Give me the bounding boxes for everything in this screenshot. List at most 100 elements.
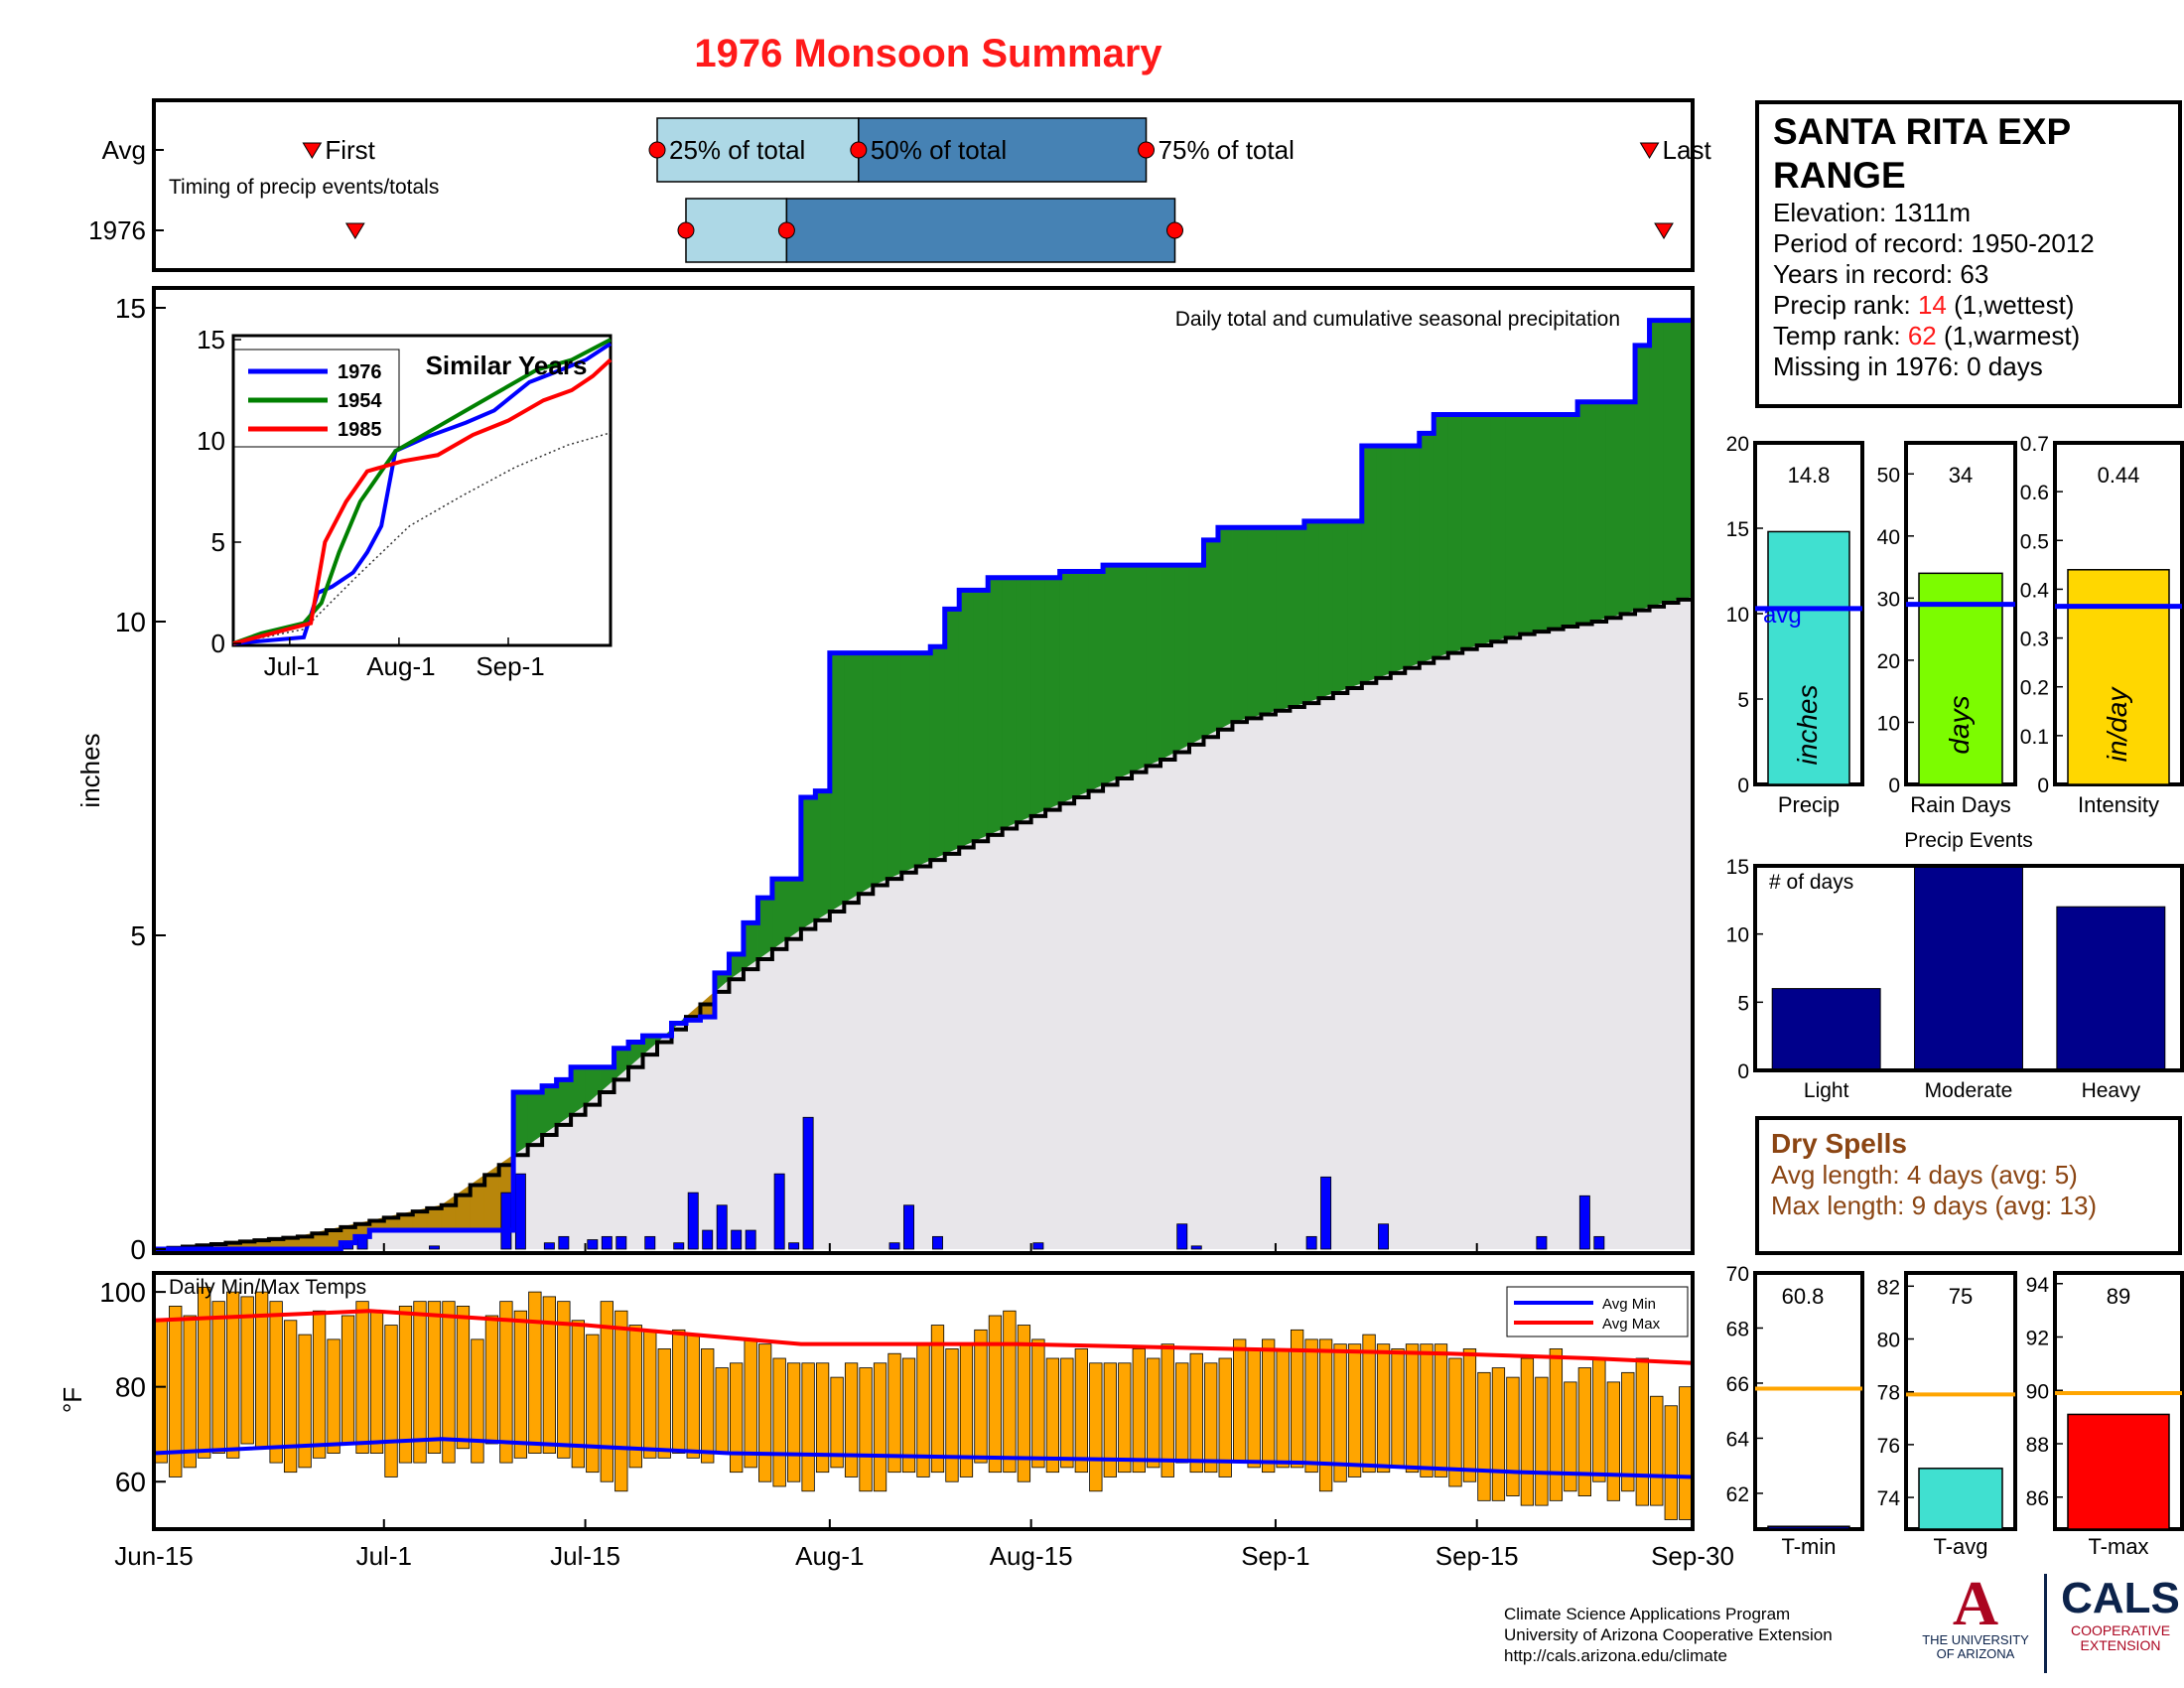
precip-panel-annotation: Daily total and cumulative seasonal prec… (1175, 308, 1620, 331)
daily-temp-bar (427, 1301, 442, 1454)
cals-logo-text: CALS (2061, 1574, 2180, 1622)
temp-summary-bar-T-max (2067, 1413, 2170, 1530)
cumulative-diff-segment (1419, 433, 1434, 664)
temp-summary-y-tick-label: 80 (1877, 1329, 1900, 1351)
x-axis-tick-label: Aug-1 (795, 1541, 864, 1571)
temp-summary-y-tick-label: 86 (2026, 1487, 2049, 1510)
summary-avg-label: avg (1763, 602, 1802, 629)
summary-bar-Precip (1767, 530, 1850, 785)
temp-legend-box (1506, 1286, 1689, 1337)
x-axis-tick-label: Sep-1 (1241, 1541, 1309, 1571)
cumulative-diff-segment (887, 652, 902, 880)
cumulative-diff-segment (1404, 445, 1421, 669)
daily-temp-bar (1535, 1376, 1549, 1506)
timeline-year-last-triangle (1654, 222, 1674, 239)
daily-precip-bar (716, 1204, 728, 1250)
daily-temp-bar (1304, 1338, 1318, 1474)
daily-temp-bar (1089, 1362, 1103, 1492)
summary-value-label-Intensity: 0.44 (2098, 463, 2140, 488)
temp-summary-y-tick-label: 78 (1877, 1382, 1900, 1405)
daily-temp-bar (442, 1301, 456, 1464)
daily-temp-bar (1549, 1348, 1564, 1501)
daily-temp-bar (1189, 1352, 1203, 1474)
cumulative-diff-segment (958, 590, 975, 848)
daily-temp-bar (1376, 1343, 1391, 1474)
daily-precip-bar (1176, 1223, 1188, 1250)
temp-summary-y-tick-label: 88 (2026, 1434, 2049, 1457)
temp-summary-bar-T-avg (1918, 1468, 2003, 1530)
temp-summary-bar-T-min (1767, 1525, 1850, 1530)
precip-y-tick-label: 10 (115, 607, 146, 637)
daily-precip-bar (731, 1229, 743, 1250)
cumulative-diff-segment (1490, 414, 1506, 642)
temp-panel-title: Daily Min/Max Temps (169, 1276, 366, 1299)
events-y-tick-label: 10 (1726, 924, 1749, 947)
footer-credits: Climate Science Applications Program Uni… (1504, 1604, 1833, 1666)
daily-temp-bar (844, 1362, 859, 1477)
cumulative-diff-segment (1390, 445, 1406, 674)
temp-summary-name-T-max: T-max (2088, 1534, 2148, 1559)
daily-precip-bar (745, 1229, 756, 1250)
daily-temp-bar (169, 1306, 183, 1477)
daily-temp-bar (1362, 1334, 1376, 1474)
cumulative-diff-segment (1117, 564, 1133, 779)
daily-temp-bar (456, 1306, 471, 1450)
cumulative-diff-segment (1217, 526, 1233, 731)
daily-temp-bar (945, 1348, 959, 1482)
daily-temp-bar (1074, 1348, 1088, 1474)
chart-title: 1976 Monsoon Summary (694, 32, 1162, 75)
daily-temp-bar (701, 1348, 715, 1464)
dry-spells-max: Max length: 9 days (avg: 13) (1771, 1191, 2098, 1220)
x-axis-tick-label: Sep-15 (1435, 1541, 1519, 1571)
daily-precip-bar (644, 1235, 656, 1250)
daily-temp-bar (758, 1343, 772, 1482)
daily-temp-bar (1621, 1371, 1635, 1492)
timeline-avg-q25-marker (648, 141, 666, 159)
cumulative-avg-area (154, 596, 1693, 1249)
daily-temp-bar (198, 1286, 211, 1459)
cumulative-diff-segment (1576, 401, 1592, 625)
daily-temp-bar (1606, 1381, 1620, 1501)
daily-precip-bar (1536, 1235, 1548, 1250)
daily-temp-bar (557, 1301, 571, 1459)
cumulative-diff-segment (1548, 414, 1564, 630)
temp-summary-frame-T-min (1753, 1271, 1864, 1531)
daily-temp-bar (183, 1315, 197, 1469)
temp-summary-name-T-avg: T-avg (1933, 1534, 1987, 1559)
cumulative-diff-segment (1030, 577, 1046, 817)
cumulative-diff-segment (1534, 414, 1550, 633)
x-axis-tick-label: Jul-1 (356, 1541, 412, 1571)
daily-precip-bar (1378, 1223, 1390, 1250)
cumulative-diff-segment (1102, 564, 1118, 785)
daily-temp-bar (974, 1329, 988, 1464)
daily-temp-bar (1175, 1362, 1189, 1464)
cumulative-diff-segment (872, 652, 888, 886)
cumulative-diff-segment (1246, 526, 1262, 719)
daily-precip-bar (888, 1242, 900, 1250)
daily-temp-bar (801, 1362, 815, 1492)
daily-precip-bar (587, 1239, 599, 1250)
daily-precip-bar (788, 1242, 800, 1250)
daily-temp-bar (1045, 1357, 1060, 1474)
cumulative-diff-segment (1347, 520, 1363, 689)
daily-precip-bar (1320, 1176, 1332, 1250)
cumulative-diff-segment (1332, 520, 1348, 694)
dry-spells-title: Dry Spells (1771, 1128, 1907, 1159)
footer-line-2: University of Arizona Cooperative Extens… (1504, 1625, 1833, 1644)
daily-precip-bar (1305, 1235, 1317, 1250)
timeline-row-label-avg: Avg (102, 135, 146, 165)
summary-y-tick-label: 10 (1877, 712, 1900, 735)
timeline-year-q25-marker (677, 221, 695, 239)
events-category-label: Light (1804, 1079, 1849, 1102)
station-period: Period of record: 1950-2012 (1773, 228, 2095, 258)
daily-temp-bar (355, 1301, 369, 1454)
daily-temp-bar (1433, 1343, 1448, 1477)
cumulative-diff-segment (1318, 520, 1334, 699)
cumulative-diff-segment (1290, 526, 1305, 708)
events-y-axis-label: # of days (1769, 871, 1853, 894)
daily-temp-bar (369, 1310, 384, 1454)
cumulative-diff-segment (1002, 577, 1018, 830)
inset-x-tick-label: Aug-1 (366, 651, 435, 681)
precip-rank-suffix: (1,wettest) (1946, 290, 2075, 320)
daily-temp-bar (1218, 1357, 1232, 1477)
